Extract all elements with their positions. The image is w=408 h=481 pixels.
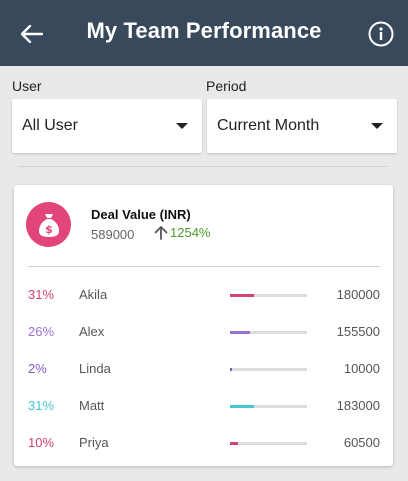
team-member-amount: 60500 [343,435,380,450]
team-member-name: Linda [79,361,111,376]
share-bar-fill [230,442,238,445]
page-title: My Team Performance [86,18,322,43]
metric-value: 589000 [91,227,135,242]
team-member-amount: 183000 [336,398,380,413]
metric-change-value: 1254% [170,225,211,240]
share-bar-track [230,405,307,408]
team-member-percent: 31% [28,287,55,302]
user-select[interactable]: All User [12,99,202,153]
team-member-amount: 180000 [336,287,380,302]
share-bar-track [230,331,307,334]
caret-down-icon [176,123,188,129]
metric-change: 1254% [154,225,210,240]
money-bag-icon: $ [26,202,71,247]
period-filter-label: Period [206,78,247,94]
back-button[interactable] [18,20,46,48]
team-member-percent: 26% [28,324,55,339]
card-divider [28,266,380,267]
share-bar-fill [230,331,250,334]
arrow-left-icon [21,25,43,43]
share-bar-track [230,442,307,445]
team-member-name: Priya [79,435,109,450]
team-row[interactable]: 10% Priya 60500 [14,425,393,462]
user-filter-label: User [12,78,42,94]
team-member-name: Akila [79,287,108,302]
team-member-percent: 2% [28,361,47,376]
share-bar-fill [230,405,254,408]
arrow-up-icon [154,226,168,240]
app-bar: My Team Performance [0,0,408,66]
deal-value-card: $ Deal Value (INR) 589000 1254% 31% Akila… [14,185,393,466]
svg-text:$: $ [45,223,53,236]
team-member-name: Alex [79,324,105,339]
team-member-percent: 10% [28,435,55,450]
period-select[interactable]: Current Month [207,99,397,153]
share-bar-track [230,294,307,297]
team-row[interactable]: 2% Linda 10000 [14,351,393,388]
team-member-name: Matt [79,398,105,413]
team-row[interactable]: 26% Alex 155500 [14,314,393,351]
team-member-amount: 10000 [343,361,380,376]
info-circle-icon[interactable] [368,21,394,47]
team-member-amount: 155500 [336,324,380,339]
team-row[interactable]: 31% Matt 183000 [14,388,393,425]
section-divider [18,166,389,167]
period-select-value: Current Month [217,117,320,134]
share-bar-track [230,368,307,371]
metric-title: Deal Value (INR) [91,207,191,222]
share-bar-fill [230,368,232,371]
team-row[interactable]: 31% Akila 180000 [14,277,393,314]
user-select-value: All User [22,117,79,134]
team-member-percent: 31% [28,398,55,413]
caret-down-icon [371,123,383,129]
share-bar-fill [230,294,254,297]
